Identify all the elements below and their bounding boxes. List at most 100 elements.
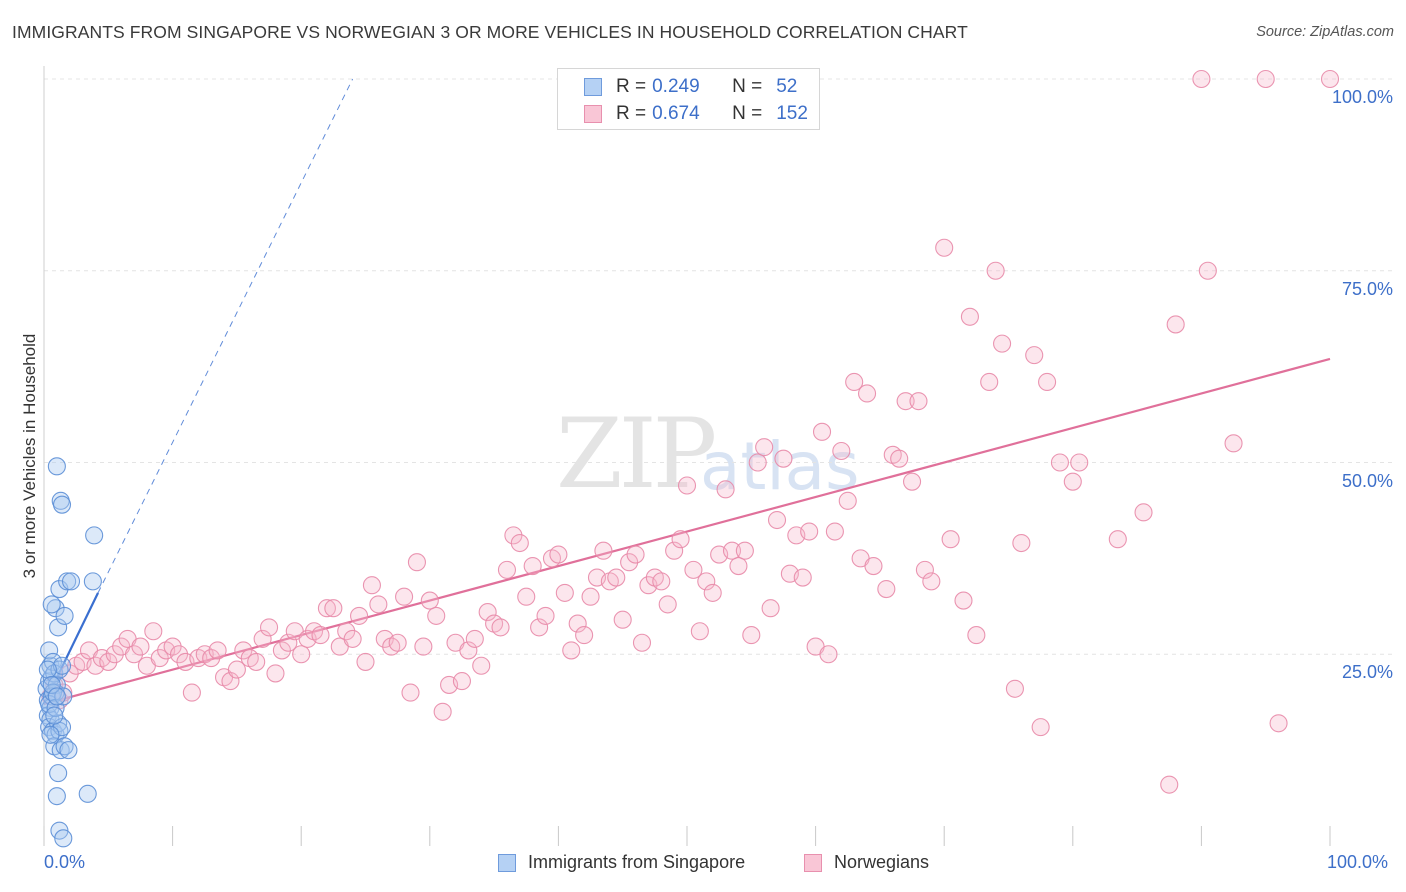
norwegians-point	[960, 307, 979, 326]
norwegians-point	[1192, 69, 1211, 89]
norwegians-point	[1198, 261, 1217, 280]
norwegians-point	[568, 614, 587, 633]
singapore-point	[49, 618, 68, 637]
norwegians-point	[581, 587, 600, 606]
norwegians-point	[632, 633, 652, 652]
norwegians-point	[395, 587, 414, 606]
norwegians-point	[253, 629, 272, 648]
norwegians-point	[124, 645, 144, 664]
norwegians-point	[684, 560, 703, 579]
norwegians-point	[703, 583, 722, 602]
bottom-legend-label: Immigrants from Singapore	[528, 852, 746, 872]
norwegians-point	[626, 545, 645, 564]
norwegians-point	[967, 626, 986, 645]
singapore-point	[38, 660, 57, 679]
norwegians-point	[742, 626, 761, 645]
norwegians-point	[317, 599, 336, 618]
norwegians-point	[99, 652, 118, 671]
norwegians-point	[504, 526, 523, 545]
norwegians-point	[356, 652, 375, 671]
singapore-point	[61, 572, 81, 591]
norwegians-point	[530, 618, 549, 637]
singapore-point	[42, 595, 61, 614]
norwegians-point	[337, 622, 356, 641]
norwegians-point	[909, 392, 928, 411]
singapore-trend-extension	[97, 78, 354, 594]
singapore-point	[52, 656, 72, 675]
singapore-point	[58, 572, 77, 591]
norwegians-point	[748, 453, 767, 472]
norwegians-point	[1256, 69, 1275, 89]
norwegians-point	[722, 541, 742, 560]
singapore-point	[59, 741, 78, 760]
norwegians-point	[491, 618, 510, 637]
norwegians-point	[427, 606, 446, 625]
singapore-point	[47, 787, 66, 806]
singapore-point	[52, 495, 72, 514]
gridlines	[44, 78, 1392, 655]
norwegians-point	[1108, 530, 1127, 549]
axes	[43, 66, 1331, 846]
norwegians-point	[877, 580, 896, 599]
norwegians-point	[311, 626, 330, 645]
norwegians-point	[182, 683, 201, 702]
norwegians-point	[549, 545, 568, 564]
norwegians-point	[420, 591, 439, 610]
norwegians-point	[202, 649, 221, 668]
norwegians-point	[915, 560, 934, 579]
x-tick-label-max: 100.0%	[1327, 852, 1389, 872]
norwegians-point	[169, 645, 189, 664]
legend-swatch-blue	[584, 78, 602, 96]
norwegians-point	[523, 556, 542, 576]
data-points	[37, 69, 1340, 848]
legend-n-value: 52	[776, 76, 798, 97]
norwegians-point	[993, 334, 1012, 353]
norwegians-point	[793, 568, 812, 587]
singapore-point	[85, 526, 104, 545]
norwegians-point	[234, 641, 253, 660]
norwegians-point	[131, 637, 150, 656]
norwegians-point	[472, 656, 491, 675]
legend-r-label: R =	[616, 76, 647, 97]
norwegians-point	[510, 533, 529, 553]
norwegians-point	[613, 610, 632, 629]
norwegians-point	[658, 595, 677, 614]
norwegians-point	[767, 510, 787, 530]
singapore-point	[40, 641, 59, 660]
norwegians-point	[259, 618, 279, 637]
norwegians-point	[60, 664, 79, 683]
norwegians-point	[864, 556, 883, 576]
norwegians-point	[555, 583, 574, 602]
norwegians-point	[819, 645, 838, 664]
legend-n-label: N =	[732, 76, 763, 97]
norwegians-point	[362, 576, 381, 595]
norwegians-point	[896, 392, 915, 411]
norwegians-point	[433, 702, 452, 721]
bottom-legend-swatch-blue	[498, 853, 516, 872]
norwegians-point	[665, 541, 684, 560]
correlation-legend: R = 0.249 N = 52 R = 0.674 N = 152	[557, 68, 820, 130]
singapore-point	[54, 829, 73, 848]
norwegians-point	[221, 672, 240, 691]
norwegians-point	[350, 606, 369, 625]
norwegians-point	[1269, 714, 1288, 733]
norwegians-point	[774, 449, 793, 468]
norwegians-point	[247, 652, 266, 671]
norwegians-point	[1070, 453, 1089, 472]
bottom-legend-norwegians: Norwegians	[804, 852, 929, 873]
norwegians-point	[690, 622, 709, 641]
y-tick-label: 50.0%	[1341, 470, 1393, 491]
singapore-point	[45, 706, 64, 725]
legend-row-singapore: R = 0.249 N = 52	[584, 74, 797, 100]
norwegians-point	[414, 637, 433, 656]
y-tick-label: 25.0%	[1341, 662, 1393, 683]
norwegians-point	[324, 599, 343, 618]
norwegians-point	[343, 629, 362, 648]
norwegians-point	[1166, 315, 1185, 334]
norwegians-point	[825, 522, 844, 541]
norwegians-point	[857, 384, 877, 403]
norwegians-point	[832, 441, 851, 461]
singapore-point	[83, 572, 102, 591]
singapore-point	[47, 457, 66, 476]
norwegians-point	[594, 541, 613, 560]
